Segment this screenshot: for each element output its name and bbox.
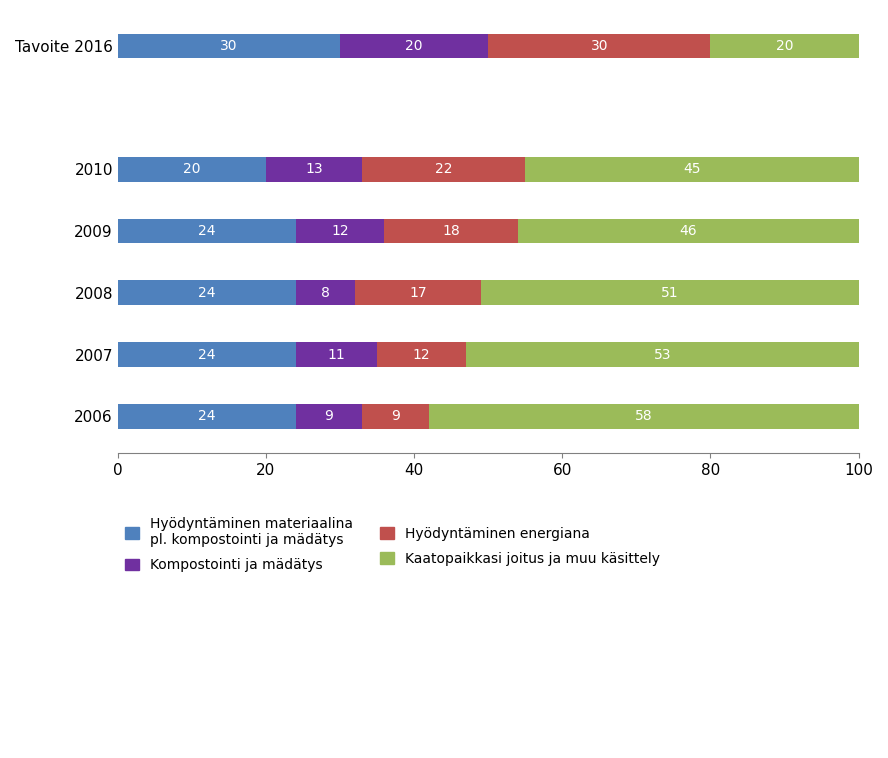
Text: 20: 20 (405, 39, 423, 53)
Text: 11: 11 (328, 347, 345, 362)
Bar (362, 157, 525, 182)
Bar (518, 219, 859, 243)
Bar (118, 219, 296, 243)
Bar (480, 280, 859, 305)
Text: 30: 30 (220, 39, 238, 53)
Text: 9: 9 (391, 409, 400, 423)
Text: 58: 58 (635, 409, 653, 423)
Text: 51: 51 (661, 286, 678, 299)
Text: 17: 17 (409, 286, 426, 299)
Text: 46: 46 (679, 224, 697, 238)
Text: 30: 30 (591, 39, 608, 53)
Text: 24: 24 (198, 347, 216, 362)
Bar (296, 219, 385, 243)
Bar (488, 33, 710, 58)
Bar (525, 157, 859, 182)
Text: 24: 24 (198, 286, 216, 299)
Text: 45: 45 (683, 162, 701, 177)
Bar (385, 219, 518, 243)
Bar (466, 342, 859, 367)
Bar (362, 404, 429, 428)
Bar (296, 404, 362, 428)
Bar (266, 157, 362, 182)
Text: 20: 20 (776, 39, 793, 53)
Bar (296, 280, 355, 305)
Bar (118, 33, 340, 58)
Text: 53: 53 (654, 347, 671, 362)
Bar (118, 280, 296, 305)
Bar (118, 342, 296, 367)
Bar (340, 33, 488, 58)
Bar (118, 404, 296, 428)
Text: 8: 8 (321, 286, 329, 299)
Bar (377, 342, 466, 367)
Text: 12: 12 (413, 347, 431, 362)
Bar (429, 404, 859, 428)
Bar (710, 33, 859, 58)
Text: 12: 12 (331, 224, 349, 238)
Legend: Hyödyntäminen materiaalina
pl. kompostointi ja mädätys, Kompostointi ja mädätys,: Hyödyntäminen materiaalina pl. kompostoi… (124, 517, 661, 572)
Text: 13: 13 (305, 162, 323, 177)
Text: 24: 24 (198, 409, 216, 423)
Text: 24: 24 (198, 224, 216, 238)
Text: 18: 18 (442, 224, 460, 238)
Text: 22: 22 (435, 162, 453, 177)
Text: 20: 20 (183, 162, 201, 177)
Text: 9: 9 (324, 409, 333, 423)
Bar (296, 342, 377, 367)
Bar (355, 280, 480, 305)
Bar (118, 157, 266, 182)
